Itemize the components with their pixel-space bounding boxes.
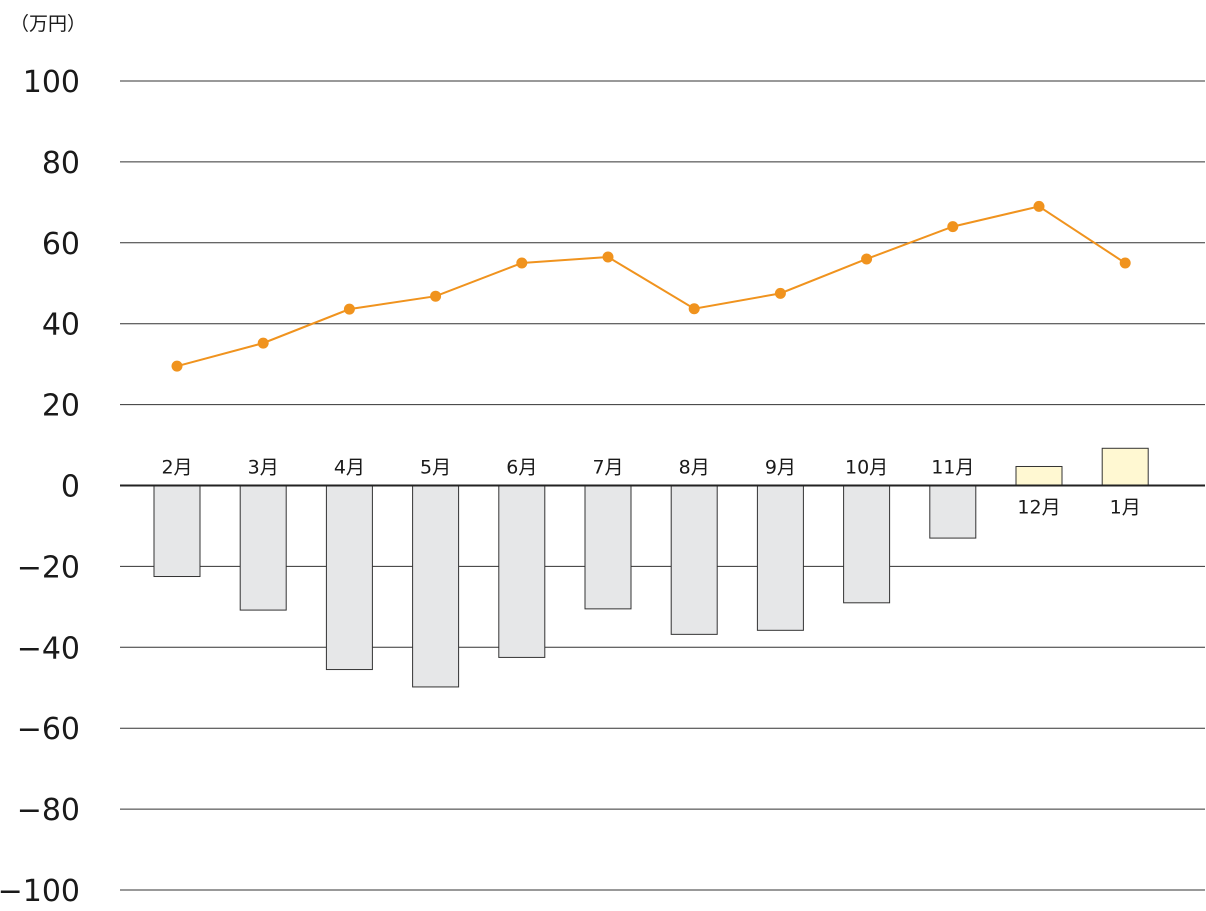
y-tick-label: −20	[17, 550, 80, 585]
y-tick-label: −100	[0, 874, 80, 909]
line-point-8	[774, 287, 786, 299]
line-point-1	[171, 360, 183, 372]
line-point-12	[1119, 257, 1131, 269]
line-point-3	[343, 303, 355, 315]
bar-9	[843, 485, 891, 604]
line-point-5	[516, 257, 528, 269]
y-tick-label: −60	[17, 712, 80, 747]
category-label: 1月	[1110, 497, 1141, 519]
line-layer	[171, 200, 1131, 372]
line-point-9	[861, 253, 873, 265]
bar-11	[1015, 465, 1063, 486]
line-point-4	[430, 290, 442, 302]
y-unit-label: （万円）	[10, 13, 86, 35]
category-label: 9月	[765, 457, 796, 479]
bar-3	[325, 485, 373, 671]
bar-layer	[120, 447, 1205, 688]
line-point-6	[602, 251, 614, 263]
line-point-10	[947, 221, 959, 233]
bar-6	[584, 485, 632, 610]
bar-1	[153, 485, 201, 578]
category-label: 5月	[420, 457, 451, 479]
category-label: 10月	[845, 457, 888, 479]
y-tick-label: −40	[17, 631, 80, 666]
y-tick-label: 40	[42, 308, 80, 343]
bar-10	[929, 485, 977, 539]
bar-12	[1101, 447, 1149, 487]
category-label: 3月	[248, 457, 279, 479]
y-tick-label: 20	[42, 389, 80, 424]
bar-5	[498, 485, 546, 658]
bar-7	[670, 485, 718, 635]
bar-4	[412, 485, 460, 688]
line-series	[176, 205, 1126, 368]
category-label: 8月	[679, 457, 710, 479]
line-point-2	[257, 337, 269, 349]
category-label: 4月	[334, 457, 365, 479]
category-label: 6月	[506, 457, 537, 479]
category-label: 12月	[1017, 497, 1060, 519]
y-tick-label: −80	[17, 793, 80, 828]
line-point-7	[688, 303, 700, 315]
bar-8	[756, 485, 804, 631]
category-label: 2月	[161, 457, 192, 479]
label-layer: 100 80 60 40 20 0 −20 −40 −60 −80 −100 2月 3月 4月 5月 6月 7月…	[0, 65, 1141, 909]
bar-2	[239, 485, 287, 611]
line-point-11	[1033, 200, 1045, 212]
y-tick-label: 80	[42, 146, 80, 181]
category-label: 11月	[931, 457, 974, 479]
y-tick-label: 100	[23, 65, 80, 100]
y-tick-label: 60	[42, 227, 80, 262]
category-label: 7月	[592, 457, 623, 479]
y-tick-label: 0	[61, 470, 80, 505]
